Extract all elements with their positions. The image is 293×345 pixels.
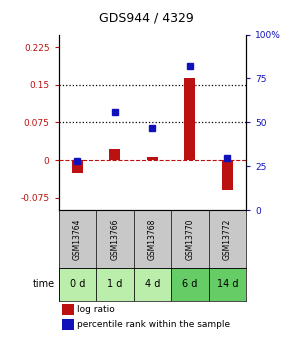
Bar [222,160,233,190]
Bar [109,149,120,160]
Text: GSM13770: GSM13770 [185,218,194,260]
Text: GSM13764: GSM13764 [73,218,82,260]
Text: 1 d: 1 d [107,279,122,289]
Bar [96,268,134,301]
Text: 4 d: 4 d [145,279,160,289]
Bar [134,268,171,301]
Text: GSM13772: GSM13772 [223,218,232,260]
Bar [62,319,74,330]
Bar [171,268,209,301]
Text: 6 d: 6 d [182,279,197,289]
Text: log ratio: log ratio [77,305,115,314]
Bar [59,268,96,301]
Text: GDS944 / 4329: GDS944 / 4329 [99,11,194,24]
Bar [147,157,158,160]
Bar [184,78,195,160]
Bar [72,160,83,172]
Bar [209,268,246,301]
Text: GSM13766: GSM13766 [110,218,119,260]
Text: 0 d: 0 d [70,279,85,289]
Text: time: time [33,279,55,289]
Bar [62,304,74,315]
Text: GSM13768: GSM13768 [148,218,157,260]
Text: 14 d: 14 d [217,279,238,289]
Text: percentile rank within the sample: percentile rank within the sample [77,320,231,329]
